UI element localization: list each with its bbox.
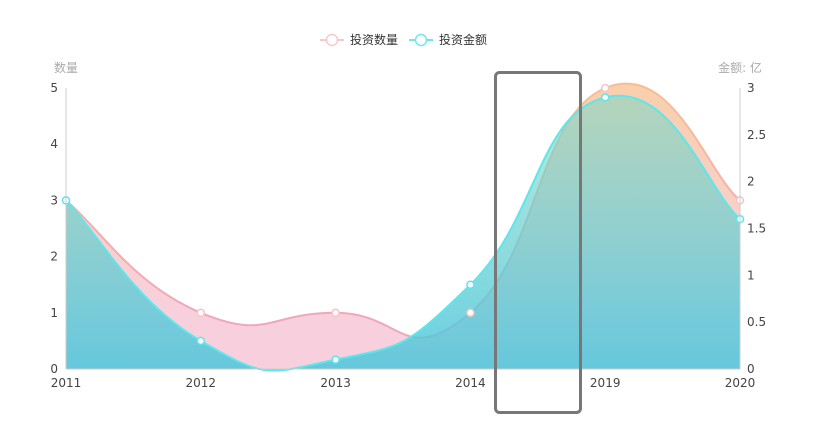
y-left-tick-label: 1	[50, 306, 58, 320]
count-point-2014[interactable]	[466, 308, 475, 318]
y-left-tick-label: 2	[50, 250, 58, 264]
x-tick-label: 2011	[51, 376, 82, 390]
x-tick-label: 2012	[186, 376, 217, 390]
count-point-2012[interactable]	[196, 308, 206, 318]
y-right-tick-label: 1	[747, 268, 755, 282]
count-point-2013[interactable]	[331, 308, 340, 318]
x-tick-label: 2014	[455, 376, 486, 390]
legend-count-marker-icon	[325, 33, 339, 47]
legend: 投资数量 投资金额	[320, 32, 487, 47]
amount-area	[66, 95, 740, 371]
y-left-tick-label: 4	[50, 137, 58, 151]
y-right-tick-label: 2.5	[747, 128, 766, 142]
x-tick-label: 2013	[320, 376, 351, 390]
y-right-axis-label: 金额: 亿	[718, 60, 762, 75]
legend-count-label: 投资数量	[350, 32, 398, 47]
amount-point-2012[interactable]	[196, 336, 206, 346]
amount-line	[65, 94, 741, 372]
y-right-tick-label: 0	[747, 362, 755, 376]
y-right-tick-label: 2	[747, 175, 755, 189]
count-point-2019[interactable]	[600, 83, 610, 93]
y-right-tick-label: 0.5	[747, 315, 766, 329]
y-right-tick-label: 1.5	[747, 222, 766, 236]
highlight-box	[494, 71, 582, 414]
y-left-tick-label: 3	[50, 193, 58, 207]
legend-amount-marker-icon	[414, 33, 428, 47]
legend-amount-label: 投资金额	[439, 32, 487, 47]
y-left-tick-label: 5	[50, 81, 58, 95]
y-left-tick-label: 0	[50, 362, 58, 376]
amount-point-2019[interactable]	[600, 93, 610, 102]
x-tick-label: 2020	[725, 376, 756, 390]
legend-item-amount[interactable]: 投资金额	[409, 32, 487, 47]
y-right-tick-label: 3	[747, 81, 755, 95]
amount-point-2014[interactable]	[466, 280, 475, 289]
x-tick-label: 2019	[590, 376, 621, 390]
legend-item-count[interactable]: 投资数量	[320, 32, 398, 47]
y-left-axis-label: 数量	[54, 60, 78, 75]
amount-point-2013[interactable]	[331, 355, 340, 364]
